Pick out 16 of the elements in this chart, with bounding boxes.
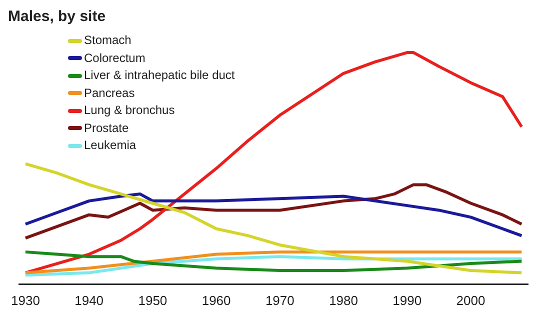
legend-label: Prostate bbox=[84, 120, 129, 136]
legend-label: Pancreas bbox=[84, 84, 135, 102]
legend-label: Lung & bronchus bbox=[84, 102, 175, 119]
legend-label: Colorectum bbox=[84, 50, 146, 66]
x-tick-label: 1930 bbox=[11, 292, 40, 308]
x-tick-label: 1980 bbox=[329, 292, 358, 308]
x-tick-label: 2000 bbox=[456, 292, 486, 308]
legend-label: Stomach bbox=[84, 32, 132, 49]
x-tick-label: 1970 bbox=[265, 292, 294, 308]
chart-title: Males, by site bbox=[8, 8, 106, 25]
x-tick-label: 1950 bbox=[138, 292, 168, 308]
x-tick-label: 1990 bbox=[392, 292, 422, 308]
legend-label: Liver & intrahepatic bile duct bbox=[84, 67, 235, 84]
x-tick-label: 1940 bbox=[74, 292, 104, 308]
legend-label: Leukemia bbox=[84, 137, 136, 154]
x-tick-label: 1960 bbox=[202, 292, 231, 308]
